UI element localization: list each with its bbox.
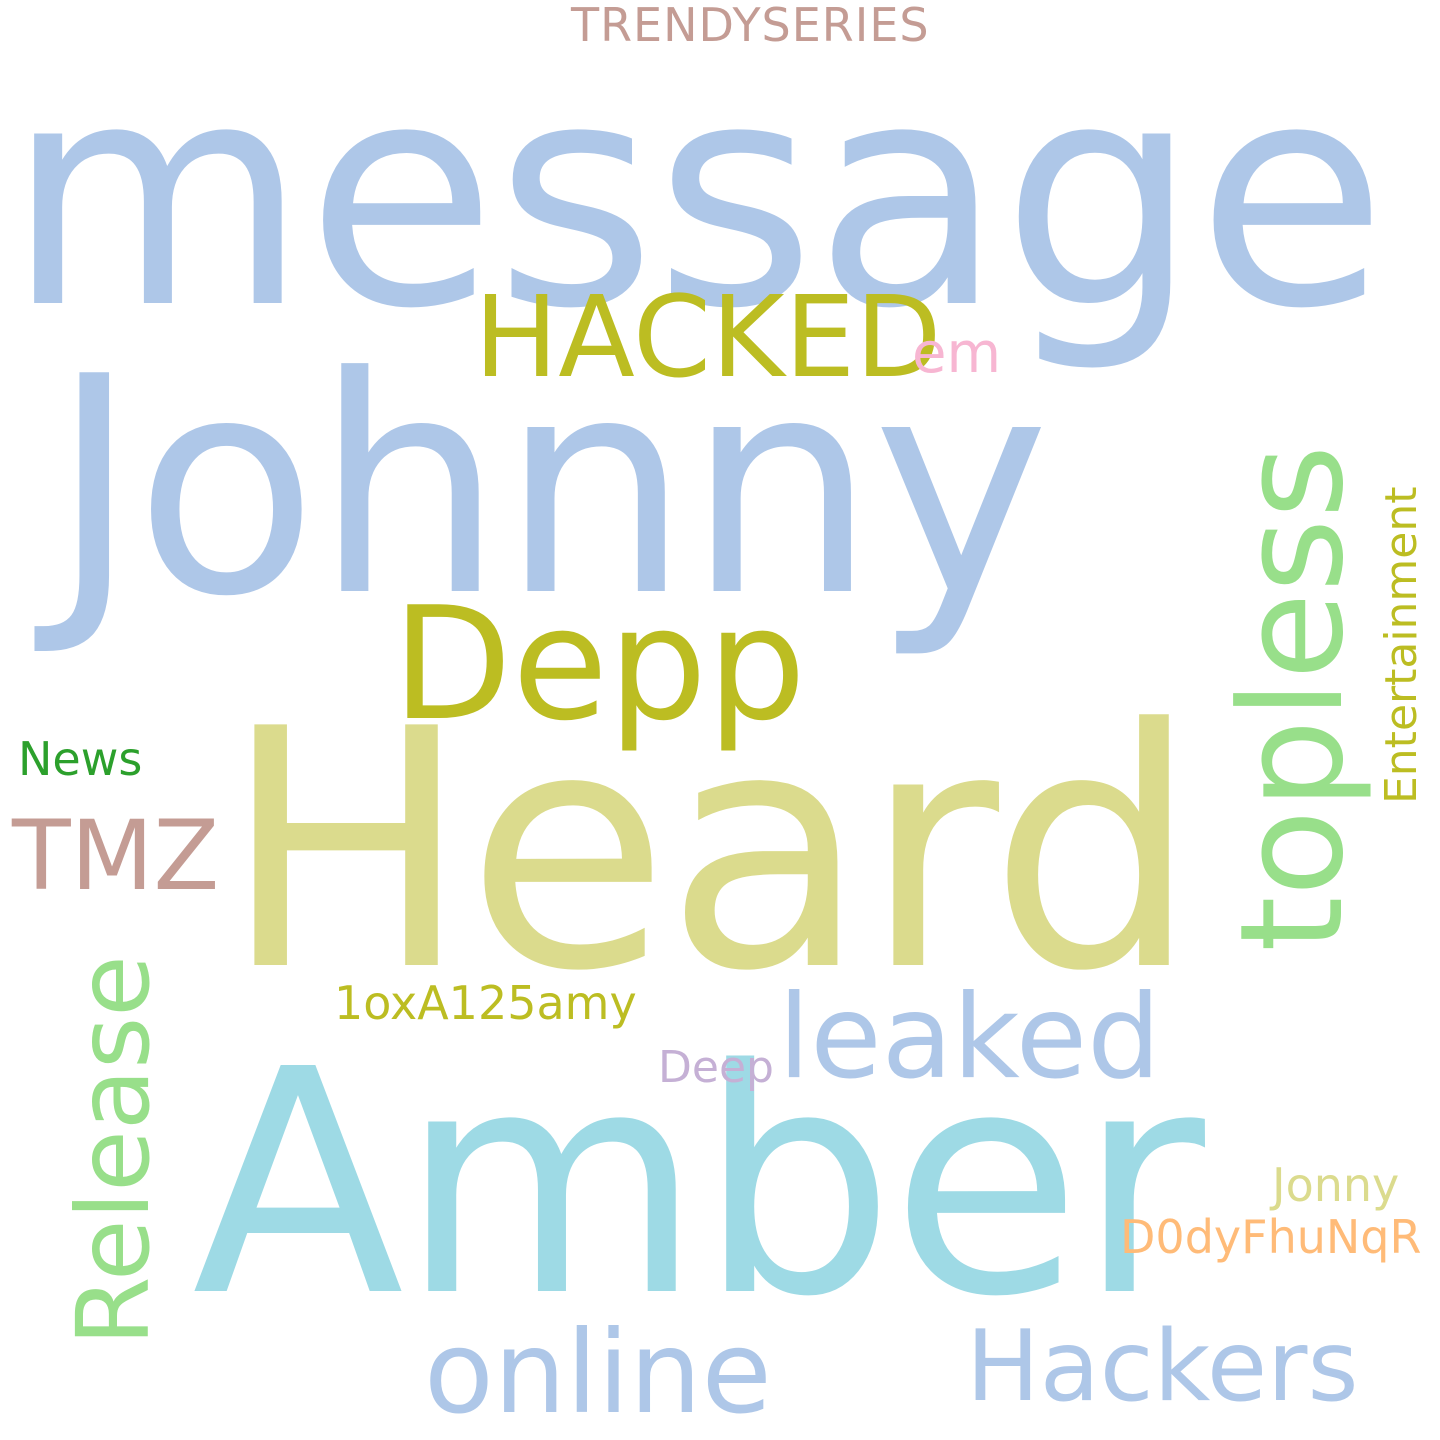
word-heard: Heard <box>222 659 1199 1043</box>
word-tmz: TMZ <box>12 800 220 912</box>
word-message: message <box>6 16 1387 377</box>
word-online: online <box>424 1306 772 1439</box>
word-jonny: Jonny <box>1272 1158 1400 1212</box>
word-hacked: HACKED <box>474 273 942 403</box>
word-d0dyfhunqr: D0dyFhuNqR <box>1120 1210 1422 1264</box>
word-1oxa125amy: 1oxA125amy <box>334 976 637 1030</box>
word-hackers: Hackers <box>966 1310 1359 1424</box>
word-johnny: Johnny <box>50 313 1050 662</box>
word-topless: topless <box>1210 444 1375 952</box>
word-em: em <box>912 321 1002 386</box>
word-trendyseries: TRENDYSERIES <box>571 0 930 52</box>
word-depp: Depp <box>392 573 807 755</box>
word-news: News <box>18 732 143 786</box>
word-entertainment: Entertainment <box>1376 486 1427 805</box>
word-release: Release <box>55 955 172 1346</box>
word-amber: Amber <box>192 1004 1205 1365</box>
word-leaked: leaked <box>778 970 1161 1105</box>
word-deep: Deep <box>658 1042 774 1093</box>
